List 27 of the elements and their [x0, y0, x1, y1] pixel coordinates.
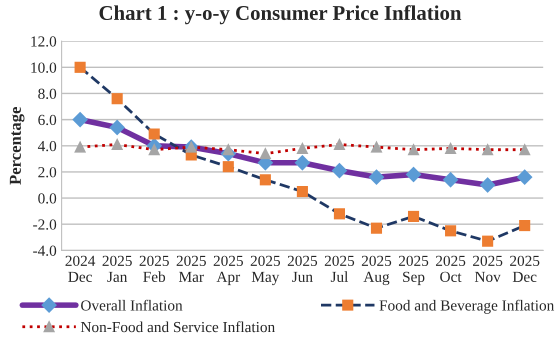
x-tick-label: 2025 Nov	[473, 256, 502, 282]
x-tick-label: 2025 Mar	[176, 256, 206, 282]
y-tick-label: 4.0	[38, 140, 56, 152]
x-tick-label: 2025 Sep	[398, 256, 428, 286]
y-tick-label: 0.0	[38, 193, 56, 204]
y-tick-label: 8.0	[38, 88, 56, 99]
legend-label: Overall Inflation	[81, 300, 182, 311]
y-tick-label: 12.0	[31, 36, 56, 47]
y-tick-label: 6.0	[38, 114, 56, 126]
x-tick-label: 2025 Jun	[288, 256, 318, 282]
x-tick-label: 2025 Aug	[362, 256, 392, 286]
x-tick-label: 2025 Oct	[436, 256, 466, 282]
x-tick-label: 2025 May	[250, 256, 280, 286]
y-tick-label: 2.0	[38, 167, 56, 178]
chart-title: Chart 1 : y-o-y Consumer Price Inflation	[100, 5, 462, 24]
legend-label: Food and Beverage Inflation	[380, 300, 554, 314]
x-tick-label: 2025 Dec	[510, 256, 540, 282]
y-tick-label: -4.0	[33, 246, 56, 256]
y-axis-title: Percentage	[10, 107, 24, 185]
x-tick-label: 2025 Feb	[140, 256, 169, 282]
x-tick-label: 2025 Jul	[324, 256, 354, 282]
y-tick-label: -2.0	[33, 219, 56, 230]
legend-label: Non-Food and Service Inflation	[80, 321, 275, 332]
x-tick-label: 2024 Dec	[66, 256, 96, 282]
x-tick-label: 2025 Jan	[102, 256, 132, 282]
x-tick-label: 2025 Apr	[214, 256, 243, 286]
y-tick-label: 10.0	[31, 62, 56, 73]
